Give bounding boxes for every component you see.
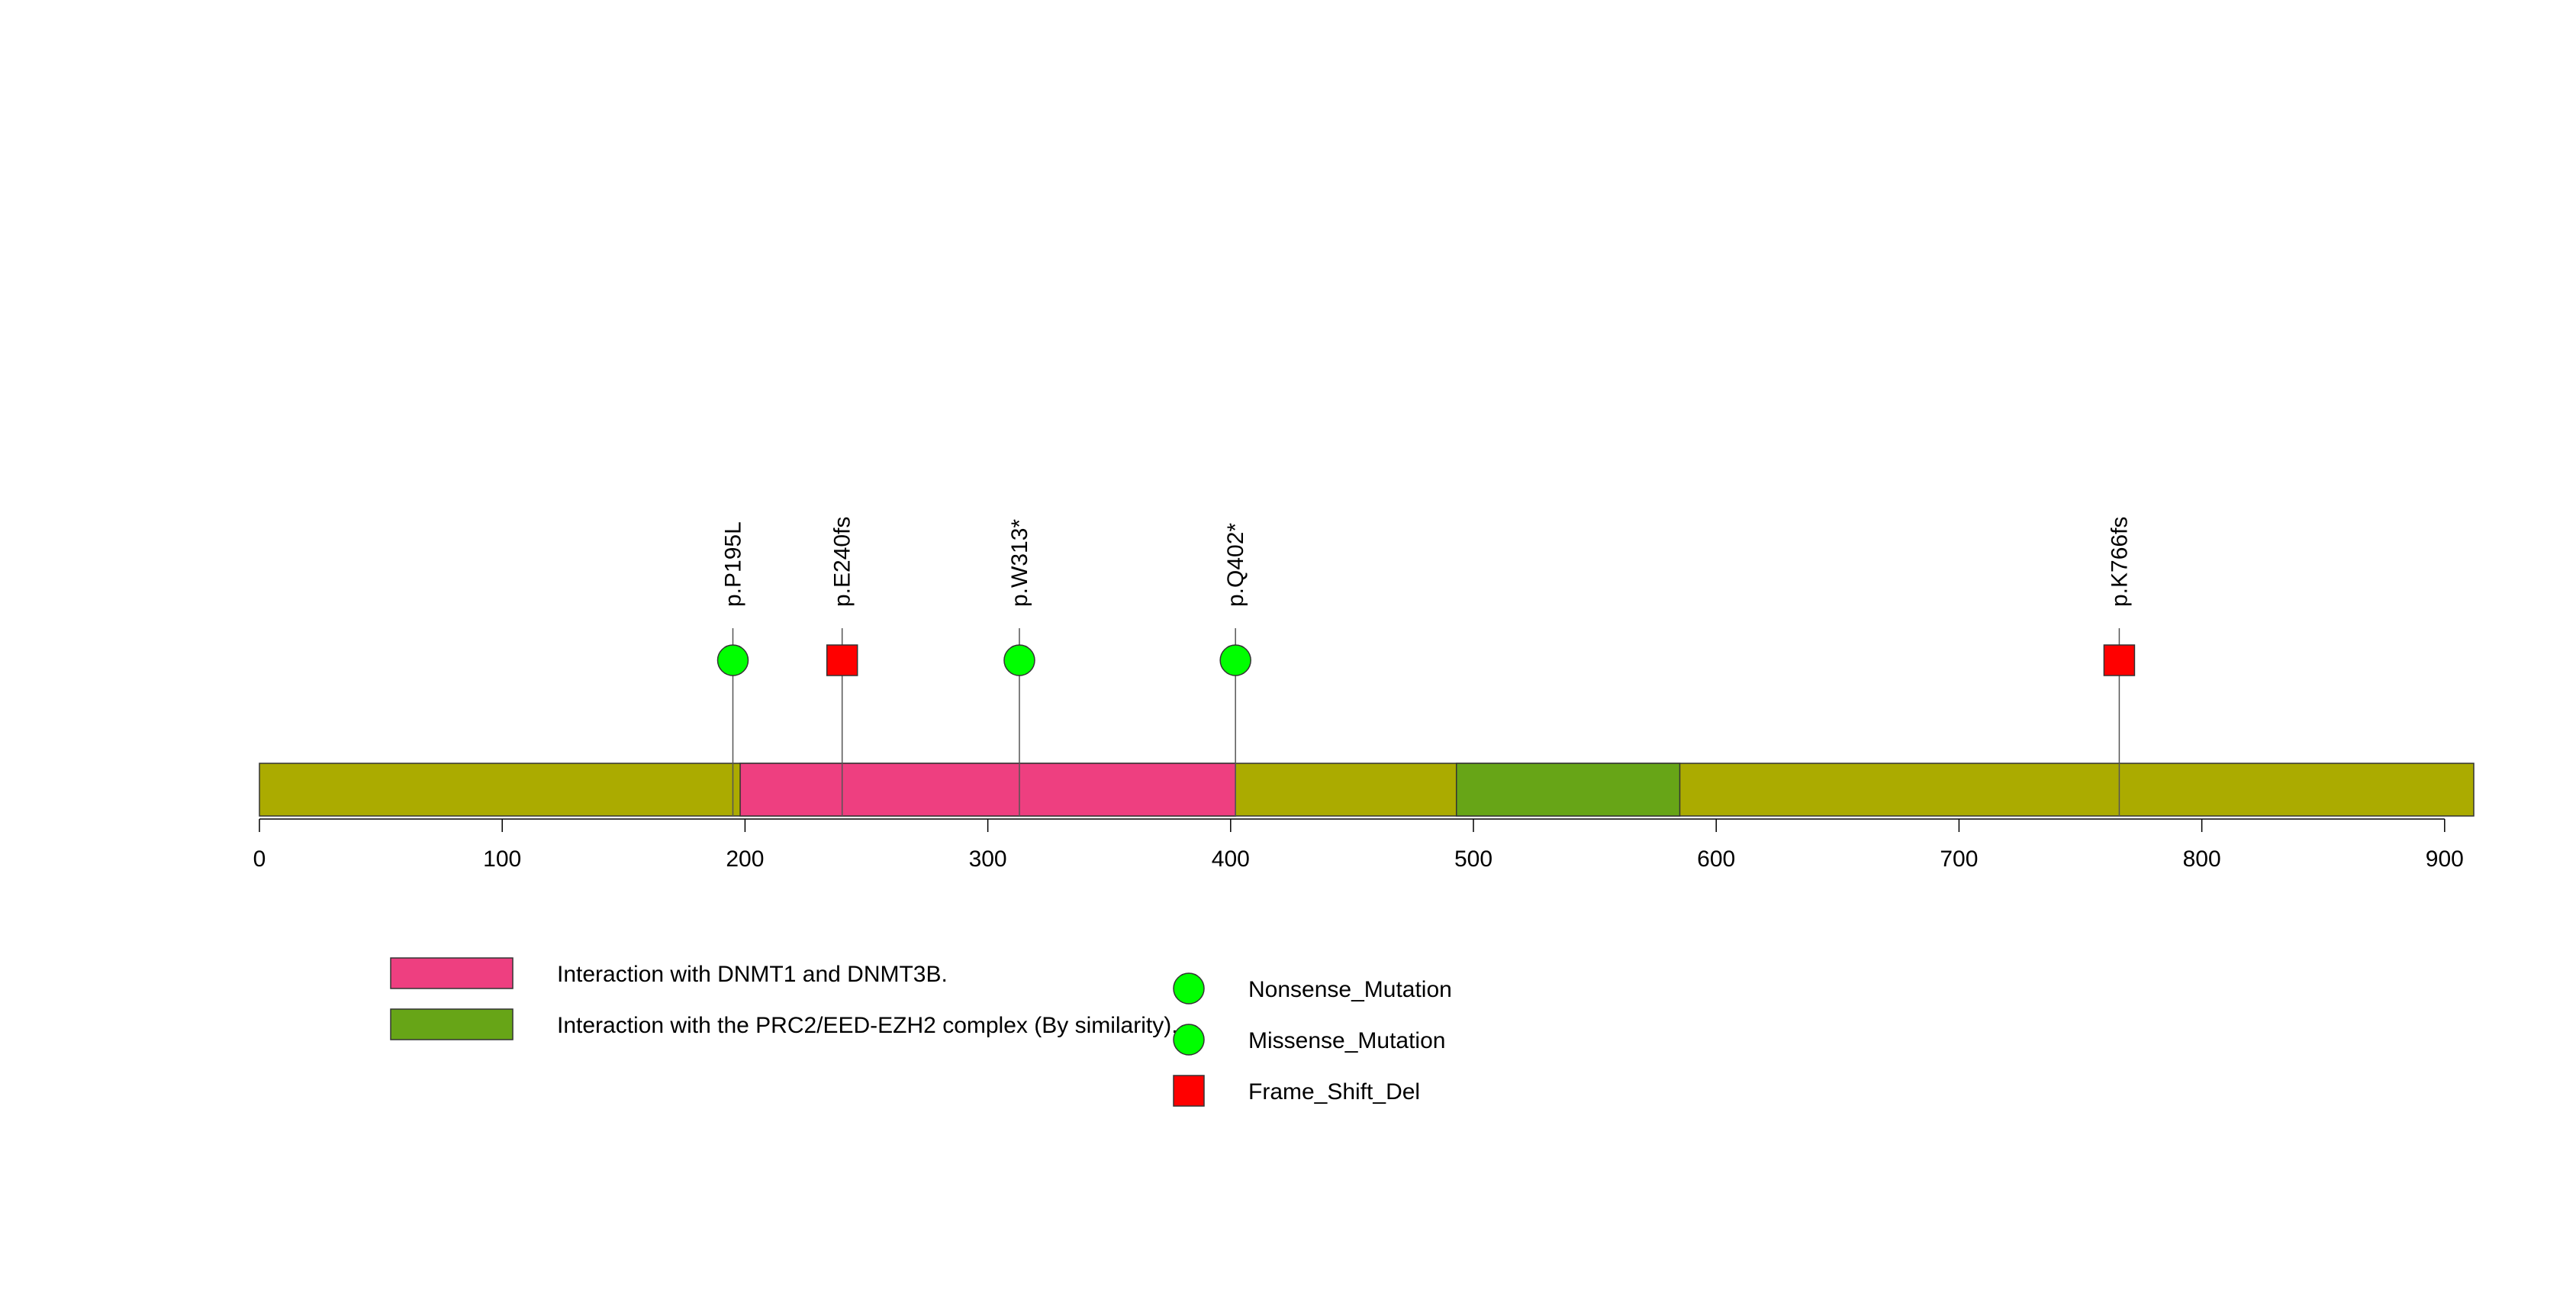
legend-domain-label: Interaction with DNMT1 and DNMT3B. xyxy=(557,962,948,987)
mutation-marker-circle xyxy=(716,644,749,676)
x-tick-label: 100 xyxy=(483,847,521,872)
legend-mutation-label: Nonsense_Mutation xyxy=(1248,977,1452,1002)
x-tick-label: 0 xyxy=(253,847,266,872)
x-tick-label: 700 xyxy=(1940,847,1978,872)
x-tick-label: 600 xyxy=(1697,847,1735,872)
mutation-label: p.K766fs xyxy=(2107,517,2132,607)
legend-marker-circle xyxy=(1173,1024,1205,1056)
legend-domain-swatch xyxy=(390,1008,514,1040)
legend-mutation-label: Missense_Mutation xyxy=(1248,1028,1445,1053)
legend-marker-circle xyxy=(1173,972,1205,1005)
domain-1 xyxy=(739,763,1236,817)
mutation-labels-layer: p.P195L p.E240fs p.W313* p.Q402* p.K766fs xyxy=(720,517,2132,607)
legend-marker-square xyxy=(1173,1075,1205,1107)
x-tick-label: 400 xyxy=(1212,847,1250,872)
mutation-label: p.P195L xyxy=(720,521,745,607)
legend-domain-label: Interaction with the PRC2/EED-EZH2 compl… xyxy=(557,1013,1178,1038)
mutation-marker-circle xyxy=(1219,644,1251,676)
domain-2 xyxy=(1455,763,1681,817)
mutation-label: p.W313* xyxy=(1007,519,1032,607)
mutation-label: p.E240fs xyxy=(830,517,855,607)
x-tick-label: 800 xyxy=(2183,847,2221,872)
markers-layer xyxy=(716,644,2136,676)
legend-mutation-label: Frame_Shift_Del xyxy=(1248,1079,1420,1105)
domains-layer xyxy=(259,763,2475,817)
x-tick-label: 300 xyxy=(969,847,1007,872)
mutation-marker-square xyxy=(826,644,858,676)
legend-domain-swatch xyxy=(390,957,514,989)
x-axis: 0 100 200 300 400 500 600 700 800 900 xyxy=(253,818,2464,872)
protein-backbone xyxy=(259,763,2475,817)
mutation-marker-circle xyxy=(1003,644,1035,676)
x-tick-label: 200 xyxy=(726,847,764,872)
x-tick-label: 500 xyxy=(1454,847,1492,872)
mutation-marker-square xyxy=(2103,644,2136,676)
mutation-label: p.Q402* xyxy=(1223,523,1248,607)
x-tick-label: 900 xyxy=(2426,847,2464,872)
legend: Interaction with DNMT1 and DNMT3B. Intera… xyxy=(390,957,1452,1107)
